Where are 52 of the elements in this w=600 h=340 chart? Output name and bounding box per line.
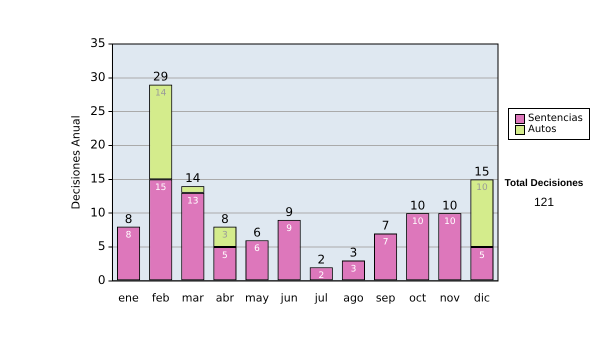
data-label: 9 <box>286 224 292 234</box>
text: 121 <box>532 195 556 209</box>
y-tick-label: 0 <box>98 272 106 287</box>
y-tick-label: 15 <box>90 171 106 186</box>
y-tick-label: 25 <box>90 104 106 118</box>
x-tick-label: jun <box>280 291 298 304</box>
y-tick-label: 5 <box>98 239 106 254</box>
data-label: 13 <box>187 196 199 207</box>
total-label: 7 <box>382 218 390 233</box>
total-label: 10 <box>442 198 458 212</box>
y-tick-label: 20 <box>90 138 106 152</box>
data-label: 5 <box>479 250 485 261</box>
data-label: 14 <box>154 88 167 98</box>
legend-label: Autos <box>528 124 556 135</box>
x-tick-label: abr <box>216 291 235 304</box>
x-tick-label: feb <box>152 291 170 304</box>
data-label: 7 <box>382 237 388 248</box>
total-label: 14 <box>185 171 200 186</box>
data-label: 8 <box>126 230 132 241</box>
total-label: 10 <box>410 198 426 212</box>
total-label: 29 <box>153 70 168 84</box>
x-tick-label: jul <box>314 291 328 304</box>
total-label: 15 <box>474 164 490 178</box>
data-label: 10 <box>444 216 456 227</box>
total-label: 3 <box>350 246 358 260</box>
data-label: 3 <box>222 230 228 241</box>
y-tick-label: 30 <box>90 70 106 84</box>
data-label: 15 <box>154 183 166 194</box>
data-label: 10 <box>476 183 488 194</box>
x-tick-label: ago <box>343 291 364 304</box>
data-label: 5 <box>222 250 228 261</box>
text: Total Decisiones <box>504 178 584 189</box>
data-label: 3 <box>350 264 356 274</box>
y-tick-label: 35 <box>90 36 106 50</box>
data-label: 2 <box>318 271 324 282</box>
data-label: 6 <box>254 244 260 254</box>
x-tick-label: nov <box>440 291 460 304</box>
x-tick-label: dic <box>474 291 490 304</box>
x-tick-label: oct <box>409 291 427 304</box>
total-label: 8 <box>221 212 229 226</box>
total-label: 9 <box>285 205 293 220</box>
total-label: 8 <box>124 212 132 226</box>
x-tick-label: mar <box>182 291 204 304</box>
x-tick-label: may <box>245 291 270 304</box>
legend-label: Sentencias <box>528 113 583 124</box>
data-label: 10 <box>412 216 424 227</box>
x-tick-label: sep <box>376 291 396 304</box>
total-label: 2 <box>317 252 326 266</box>
y-axis-title: Decisiones Anual <box>69 115 82 210</box>
y-tick-label: 10 <box>90 205 106 220</box>
total-label: 6 <box>253 225 261 240</box>
x-tick-label: ene <box>118 291 140 304</box>
